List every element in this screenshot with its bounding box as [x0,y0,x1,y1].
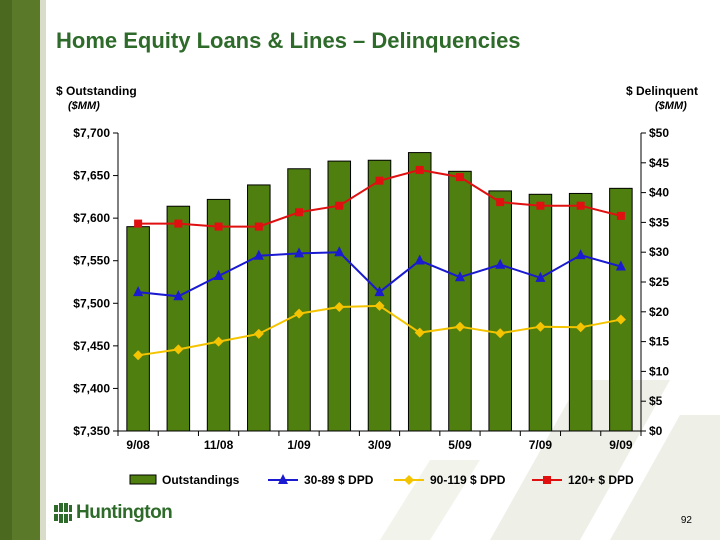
right-axis-tick-label: $15 [649,335,669,349]
left-axis-tick-label: $7,650 [73,169,110,183]
legend-label-30-89-dpd: 30-89 $ DPD [304,473,374,487]
legend-swatch-outstandings [129,474,157,485]
point-30-89-dpd [294,247,305,258]
point-90-119-dpd [133,350,144,361]
left-axis-tick-label: $7,550 [73,254,110,268]
legend-marker-120-dpd [543,476,551,484]
bar-outstandings [247,184,271,432]
point-30-89-dpd [575,249,586,260]
x-axis-tick-label: 5/09 [448,438,472,452]
point-120-dpd [415,165,424,174]
x-axis-tick-label: 11/08 [204,438,234,452]
left-axis-tick-label: $7,350 [73,424,110,438]
x-axis-tick-label: 9/09 [609,438,633,452]
bar-outstandings [327,160,352,432]
bar-outstandings [609,187,633,432]
point-30-89-dpd [374,286,385,297]
slide-title: Home Equity Loans & Lines – Delinquencie… [56,28,521,53]
point-120-dpd [254,222,263,231]
point-90-119-dpd [535,321,546,332]
right-axis-tick-label: $20 [649,305,669,319]
x-axis-tick-label: 9/08 [126,438,150,452]
left-axis-tick-label: $7,400 [73,381,110,395]
point-120-dpd [536,201,545,210]
right-axis-tick-label: $0 [649,424,663,438]
x-axis-tick-label: 1/09 [287,438,311,452]
bar-outstandings [407,152,432,432]
point-120-dpd [496,198,505,207]
bar-outstandings [206,198,231,432]
legend-marker-90-119-dpd [404,475,414,485]
huntington-logo-text: Huntington [76,502,173,523]
point-30-89-dpd [414,254,425,265]
point-120-dpd [375,176,384,185]
right-axis-tick-label: $45 [649,156,669,170]
point-90-119-dpd [294,308,305,319]
point-90-119-dpd [173,344,184,355]
point-120-dpd [335,201,344,210]
right-axis-tick-label: $35 [649,215,669,229]
bar-outstandings [448,170,472,432]
point-120-dpd [134,219,143,228]
x-axis-tick-label: 7/09 [529,438,553,452]
point-90-119-dpd [615,314,626,325]
point-30-89-dpd [133,286,144,297]
right-axis-label: $ Delinquent [626,84,699,98]
point-120-dpd [576,201,585,210]
bar-outstandings [166,205,191,432]
bar-outstandings [488,190,512,432]
legend-label-90-119-dpd: 90-119 $ DPD [430,473,506,487]
point-30-89-dpd [213,270,224,281]
right-axis-tick-label: $50 [649,126,669,140]
bar-outstandings [126,226,150,432]
point-90-119-dpd [334,302,345,313]
right-axis-tick-label: $30 [649,245,669,259]
bar-outstandings [287,168,311,432]
point-90-119-dpd [414,327,425,338]
point-90-119-dpd [253,328,264,339]
bar-outstandings [528,193,553,432]
legend-marker-30-89-dpd [278,474,288,484]
point-30-89-dpd [615,260,626,271]
point-90-119-dpd [575,322,586,333]
right-axis-tick-label: $25 [649,275,669,289]
left-axis-tick-label: $7,500 [73,296,110,310]
right-axis-tick-label: $40 [649,186,669,200]
point-30-89-dpd [454,271,465,282]
point-30-89-dpd [334,246,345,257]
bar-outstandings [568,192,593,432]
point-120-dpd [295,208,304,217]
right-axis-unit: ($MM) [655,100,687,112]
left-axis-unit: ($MM) [68,100,100,112]
point-90-119-dpd [213,336,224,347]
right-axis-tick-label: $5 [649,394,663,408]
point-30-89-dpd [535,271,546,282]
left-axis-label: $ Outstanding [56,84,137,98]
page-number: 92 [680,515,692,526]
point-30-89-dpd [173,290,184,301]
huntington-logo: Huntington [54,502,173,524]
point-90-119-dpd [495,328,506,339]
point-30-89-dpd [495,258,506,269]
left-decor-band-dark [0,0,12,540]
right-axis-tick-label: $10 [649,364,669,378]
left-axis-tick-label: $7,450 [73,339,110,353]
legend-label-120-dpd: 120+ $ DPD [568,473,634,487]
point-120-dpd [174,219,183,228]
point-120-dpd [616,211,625,220]
point-120-dpd [455,173,464,182]
point-90-119-dpd [374,300,385,311]
huntington-logo-icon [54,503,72,523]
left-axis-tick-label: $7,600 [73,211,110,225]
point-30-89-dpd [253,249,264,260]
point-90-119-dpd [454,321,465,332]
point-120-dpd [214,222,223,231]
left-axis-tick-label: $7,700 [73,126,110,140]
x-axis-tick-label: 3/09 [368,438,392,452]
left-decor-stripe [40,0,46,540]
legend-label-outstandings: Outstandings [162,473,240,487]
